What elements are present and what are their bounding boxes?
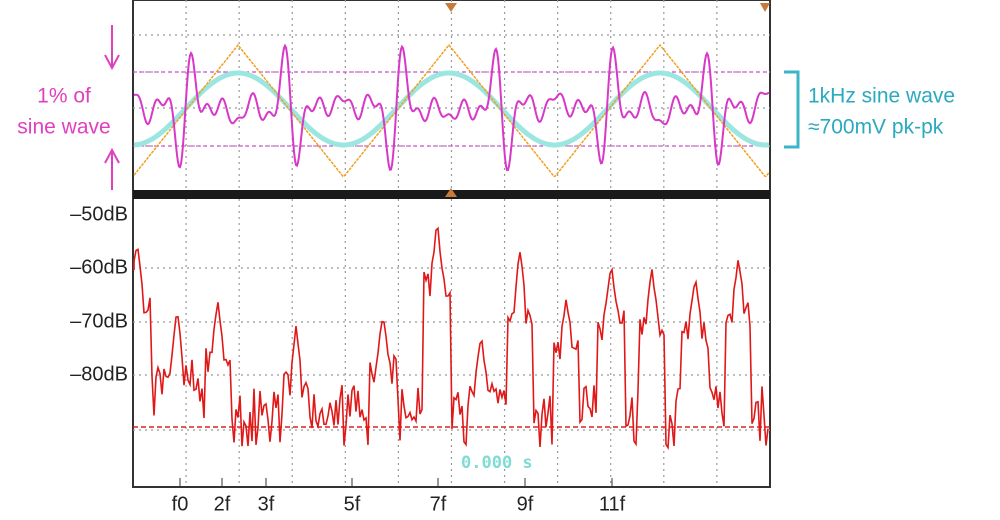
x-label: 5f [344,493,361,515]
y-label: –50dB [70,203,128,225]
x-label: 7f [430,493,447,515]
right-note: 1kHz sine wave [808,85,955,108]
y-label: –70dB [70,310,128,332]
x-label: 11f [599,493,626,515]
triangle-wave [133,43,770,178]
x-label: 2f [214,493,231,515]
left-arrows [104,25,120,190]
x-label: f0 [172,493,189,515]
x-label: 3f [258,493,275,515]
bracket [784,70,800,149]
waveforms [133,43,770,451]
left-note: 1% of [37,85,91,108]
error-wave [133,43,770,171]
x-label: 9f [517,493,534,515]
sine-wave [133,70,770,148]
y-label: –60dB [70,256,128,278]
y-label: –80dB [70,363,128,385]
time-readout: 0.000 s [461,453,533,473]
right-note: ≈700mV pk-pk [808,116,944,139]
spectrum [133,226,769,451]
left-note: sine wave [17,116,110,139]
